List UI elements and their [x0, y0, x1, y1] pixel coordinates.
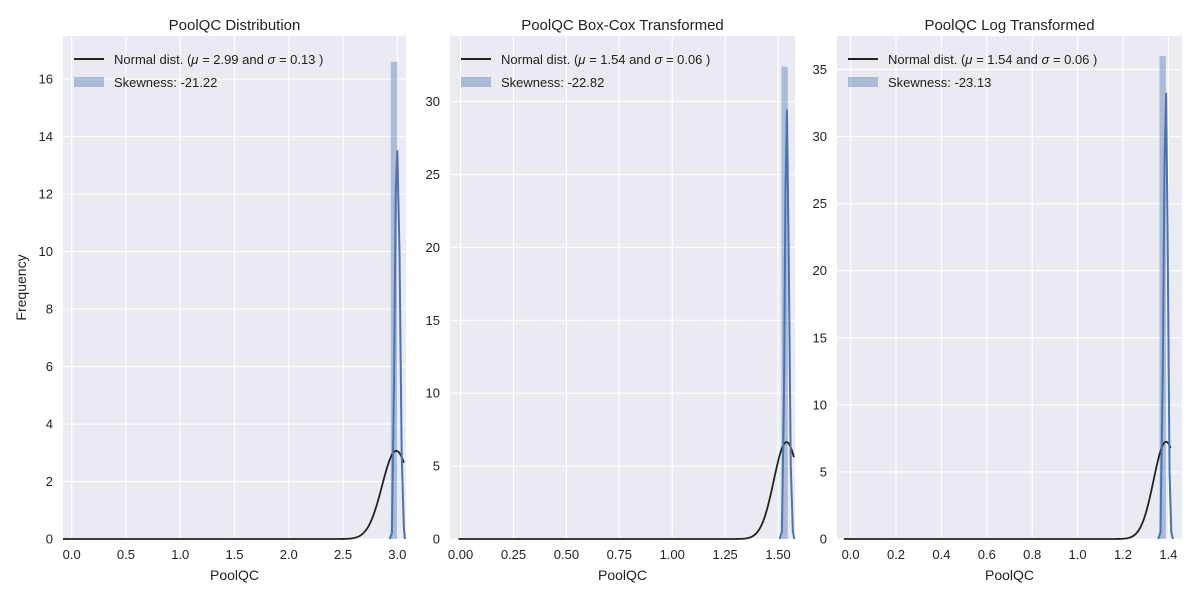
- y-tick-label: 5: [820, 464, 827, 479]
- x-tick-label: 0.75: [607, 547, 632, 562]
- y-tick-label: 20: [426, 240, 440, 255]
- legend-swatch-skewness: [461, 77, 491, 87]
- y-tick-label: 25: [813, 196, 827, 211]
- x-tick-label: 1.50: [765, 547, 790, 562]
- x-axis-label: PoolQC: [985, 567, 1034, 583]
- legend-label-skewness: Skewness: -22.82: [501, 75, 604, 90]
- normal-fit-line: [458, 441, 795, 540]
- y-tick-label: 0: [46, 532, 53, 547]
- chart-panel-1: 0.0 0.5 1.0 1.5 2.0 2.5 3.0 0 2 4 6 8 10 12 14 16 PoolQC…: [13, 17, 406, 583]
- y-axis-label: Frequency: [13, 254, 29, 320]
- y-tick-label: 25: [426, 167, 440, 182]
- normal-fit-line: [63, 449, 405, 540]
- x-tick-label: 2.5: [334, 547, 352, 562]
- x-tick-label: 0.6: [978, 547, 996, 562]
- normal-fit-line: [843, 440, 1172, 540]
- x-tick-label: 0.25: [501, 547, 526, 562]
- x-tick-label: 1.0: [171, 547, 189, 562]
- x-axis-label: PoolQC: [210, 567, 259, 583]
- x-tick-label: 2.0: [280, 547, 298, 562]
- x-tick-label: 1.00: [660, 547, 685, 562]
- x-tick-label: 0.2: [887, 547, 905, 562]
- y-tick-label: 10: [813, 397, 827, 412]
- y-tick-label: 15: [426, 313, 440, 328]
- legend-label-skewness: Skewness: -23.13: [888, 75, 991, 90]
- y-tick-label: 0: [820, 532, 827, 547]
- y-tick-label: 8: [46, 302, 53, 317]
- legend-swatch-skewness: [74, 77, 104, 87]
- chart-panel-2: 0.00 0.25 0.50 0.75 1.00 1.25 1.50 0 5 10 15 20 25 30…: [426, 17, 796, 583]
- x-tick-label: 0.00: [448, 547, 473, 562]
- y-tick-label: 4: [46, 417, 53, 432]
- chart-title: PoolQC Box-Cox Transformed: [521, 17, 724, 34]
- x-tick-label: 1.25: [712, 547, 737, 562]
- x-tick-label: 1.5: [225, 547, 243, 562]
- legend-label-normal: Normal dist. (μ = 1.54 and σ = 0.06 ): [501, 52, 710, 67]
- x-tick-label: 0.0: [842, 547, 860, 562]
- x-tick-label: 1.0: [1069, 547, 1087, 562]
- y-tick-label: 12: [39, 187, 53, 202]
- x-tick-label: 0.50: [554, 547, 579, 562]
- y-tick-label: 30: [813, 129, 827, 144]
- y-tick-label: 20: [813, 263, 827, 278]
- y-tick-label: 10: [39, 244, 53, 259]
- chart-panel-3: 0.0 0.2 0.4 0.6 0.8 1.0 1.2 1.4 0 5 10 15 20 25 30 35 Po…: [813, 17, 1182, 583]
- plot-area: [837, 36, 1182, 539]
- chart-title: PoolQC Distribution: [169, 17, 301, 34]
- x-axis-label: PoolQC: [598, 567, 647, 583]
- x-tick-label: 3.0: [388, 547, 406, 562]
- y-tick-label: 30: [426, 94, 440, 109]
- x-tick-label: 1.4: [1159, 547, 1177, 562]
- x-tick-label: 0.5: [117, 547, 135, 562]
- x-tick-label: 0.4: [932, 547, 950, 562]
- x-tick-label: 1.2: [1114, 547, 1132, 562]
- legend-label-normal: Normal dist. (μ = 1.54 and σ = 0.06 ): [888, 52, 1097, 67]
- kde-line: [388, 149, 406, 540]
- legend-label-normal: Normal dist. (μ = 2.99 and σ = 0.13 ): [114, 52, 323, 67]
- kde-line: [1157, 92, 1174, 540]
- x-tick-label: 0.8: [1023, 547, 1041, 562]
- y-tick-label: 35: [813, 62, 827, 77]
- y-tick-label: 10: [426, 386, 440, 401]
- y-tick-label: 15: [813, 330, 827, 345]
- legend-swatch-skewness: [848, 77, 878, 87]
- y-tick-label: 0: [433, 532, 440, 547]
- y-tick-label: 5: [433, 459, 440, 474]
- legend-label-skewness: Skewness: -21.22: [114, 75, 217, 90]
- y-tick-label: 6: [46, 359, 53, 374]
- plot-area: [450, 36, 795, 539]
- y-tick-label: 16: [39, 72, 53, 87]
- y-tick-label: 14: [39, 129, 53, 144]
- chart-title: PoolQC Log Transformed: [924, 17, 1094, 34]
- y-tick-label: 2: [46, 474, 53, 489]
- x-tick-label: 0.0: [63, 547, 81, 562]
- kde-line: [778, 109, 796, 540]
